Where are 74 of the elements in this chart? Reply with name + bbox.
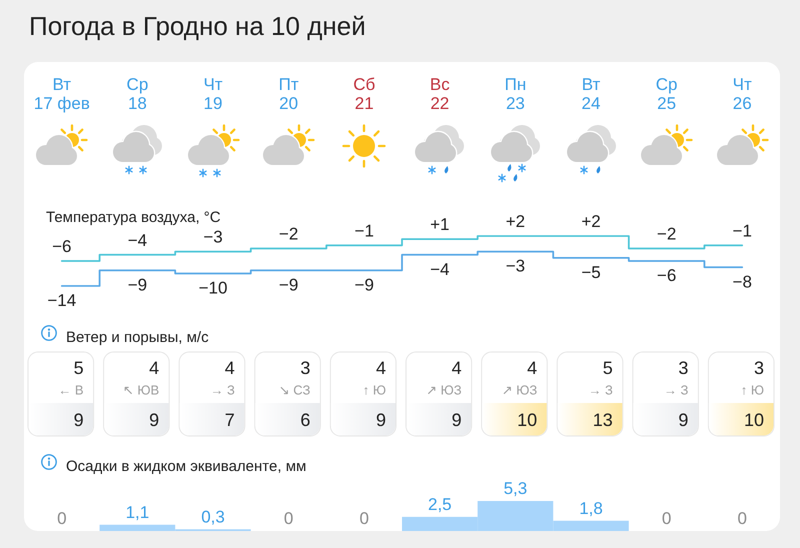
data-label: 5 [602, 358, 613, 378]
data-label: −5 [581, 262, 601, 282]
x-tick-label: Чт 19 [203, 75, 223, 113]
data-label: +1 [430, 215, 450, 234]
category-label: ↖ ЮВ [122, 382, 160, 398]
category-label: ↘ СЗ [278, 382, 311, 398]
x-tick-label: Пн 23 [504, 75, 526, 113]
data-label: −1 [732, 221, 752, 240]
data-label: 3 [300, 358, 310, 378]
data-label: +2 [506, 212, 526, 231]
data-label: 10 [744, 410, 764, 430]
data-label: 3 [754, 358, 764, 378]
data-label: 13 [592, 410, 613, 430]
data-label: 0 [662, 509, 672, 528]
data-label: −9 [354, 275, 374, 294]
data-label: −10 [198, 278, 228, 298]
x-tick-label: Чт 26 [732, 75, 752, 113]
data-label: 0 [359, 509, 369, 528]
category-label: ↑ Ю [740, 382, 764, 398]
data-label: −9 [278, 275, 298, 294]
x-tick-label: Вс 22 [430, 75, 450, 113]
data-label: 4 [149, 358, 160, 378]
data-label: 5 [74, 358, 84, 378]
data-label: −6 [656, 266, 676, 285]
x-tick-label: Сб 21 [353, 75, 376, 113]
data-label: 4 [527, 358, 538, 378]
data-label: 3 [678, 358, 688, 378]
data-label: 9 [678, 410, 688, 430]
chart-title: Погода в Гродно на 10 дней [29, 11, 366, 41]
chart-title: Осадки в жидком эквиваленте, мм [66, 458, 306, 475]
category-label: ↗ ЮЗ [502, 382, 538, 398]
category-label: → З [210, 382, 235, 398]
data-label: 0 [57, 509, 67, 528]
data-label: 7 [224, 410, 235, 430]
data-label: −4 [430, 260, 450, 279]
data-label: 0 [284, 509, 294, 528]
text: Ветер и порывы, м/с [66, 329, 210, 346]
category-label: → З [588, 382, 613, 398]
data-label: 9 [376, 410, 386, 430]
data-label: 4 [224, 358, 235, 378]
data-label: 1,1 [126, 502, 150, 522]
data-label: −8 [732, 272, 752, 292]
data-label: 9 [149, 410, 160, 430]
data-label: 0,3 [201, 507, 225, 526]
data-label: 4 [376, 358, 386, 378]
data-label: 1,8 [579, 498, 603, 518]
data-label: −3 [506, 256, 526, 276]
data-label: 10 [517, 410, 538, 430]
chart-subtitle: Температура воздуха, °C [46, 209, 221, 226]
data-label: −6 [52, 237, 72, 256]
data-label: −3 [203, 228, 223, 247]
x-tick-label: Вт 24 [582, 75, 600, 113]
data-label: 4 [452, 358, 462, 378]
data-label: −1 [354, 221, 374, 240]
x-tick-label: Ср 18 [126, 75, 148, 113]
x-tick-label: Ср 25 [656, 75, 678, 113]
data-label: 9 [74, 410, 84, 430]
data-label: −4 [128, 230, 148, 250]
data-label: −2 [656, 224, 676, 244]
data-label: 0 [737, 509, 747, 528]
data-label: −2 [278, 224, 298, 244]
data-label: −9 [128, 275, 148, 294]
data-label: 2,5 [428, 494, 452, 514]
data-label: 5,3 [504, 479, 528, 498]
data-label: 6 [300, 410, 310, 430]
x-tick-label: Вт 17 фев [34, 75, 90, 113]
x-tick-label: Пт 20 [278, 75, 299, 113]
category-label: → З [664, 382, 689, 398]
category-label: ↑ Ю [362, 382, 386, 398]
data-label: −14 [47, 291, 76, 310]
data-label: 9 [452, 410, 462, 430]
category-label: ← В [58, 382, 84, 398]
data-label: +2 [581, 212, 601, 231]
category-label: ↗ ЮЗ [426, 382, 462, 398]
